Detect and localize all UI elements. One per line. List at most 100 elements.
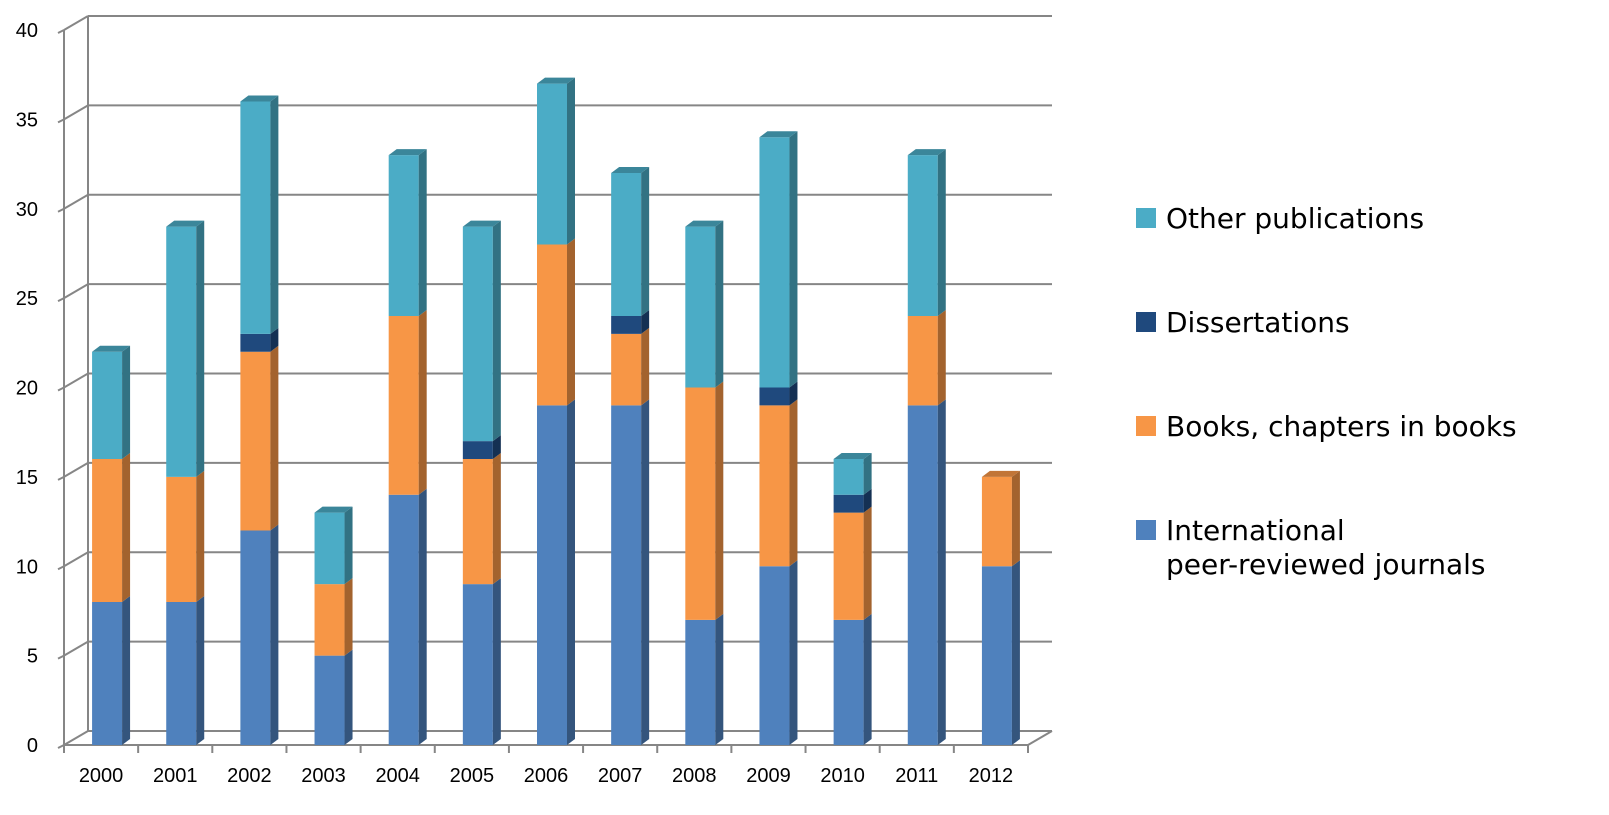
bar-segment	[462, 459, 493, 585]
y-tick-label: 20	[16, 378, 38, 400]
bar-stack	[92, 345, 131, 745]
gridline-wall-slant	[63, 551, 89, 568]
legend-item: Dissertations	[1136, 306, 1350, 339]
bar-top	[685, 220, 724, 227]
bar-segment-side	[418, 149, 427, 316]
bar-segment	[537, 83, 567, 245]
bar-top	[981, 470, 1020, 477]
y-tick-label: 30	[16, 199, 38, 221]
bar-segment-side	[715, 220, 724, 388]
x-tick-label: 2001	[153, 765, 198, 787]
x-tick-label: 2010	[820, 765, 865, 787]
bar-segment	[314, 655, 345, 745]
bar-segment-side	[863, 488, 872, 513]
bar-segment	[166, 226, 197, 477]
bar-segment	[611, 333, 642, 406]
bar-segment-side	[567, 77, 575, 245]
bar-segment-side	[122, 345, 131, 459]
bar-top	[759, 131, 798, 138]
bar-segment-side	[641, 167, 650, 316]
bar-segment	[240, 530, 271, 745]
bar-top	[833, 453, 872, 459]
bar-stack	[981, 470, 1020, 745]
bar-segment	[833, 619, 864, 745]
bar-segment	[240, 101, 271, 334]
bar-top	[92, 345, 131, 352]
bar-segment	[314, 512, 345, 585]
bar-segment	[907, 316, 938, 406]
bar-top	[611, 167, 650, 173]
bar-segment	[537, 405, 567, 745]
bar-stack	[166, 220, 205, 745]
bar-segment-side	[122, 453, 131, 602]
bar-stack	[907, 149, 946, 745]
bar-stack	[388, 149, 427, 745]
bar-top	[388, 149, 427, 156]
legend: Other publications Dissertations Books, ch…	[1136, 202, 1517, 581]
bar-segment-side	[344, 506, 353, 585]
bar-segment	[92, 351, 123, 459]
bar-segment	[907, 405, 938, 745]
bar-segment	[833, 459, 864, 495]
gridline-wall-slant	[63, 283, 89, 299]
bar-stack	[240, 95, 279, 745]
bar-segment	[462, 584, 493, 745]
bar-segment-side	[863, 613, 872, 745]
x-tick-label: 2011	[895, 765, 938, 787]
bar-segment-side	[492, 578, 501, 745]
bar-top	[314, 506, 353, 513]
bar-top	[462, 220, 501, 227]
legend-label: Dissertations	[1166, 306, 1350, 339]
bar-segment-side	[196, 470, 205, 602]
bar-segment	[166, 602, 197, 745]
bar-segment-side	[863, 506, 872, 620]
legend-item: Other publications	[1136, 202, 1424, 235]
legend-item: Books, chapters in books	[1136, 410, 1517, 443]
bar-segment-side	[567, 399, 575, 745]
bar-segment-side	[715, 613, 724, 745]
x-tick-label: 2006	[524, 765, 569, 787]
bar-segment	[759, 387, 790, 406]
bar-segment-side	[937, 310, 946, 406]
legend-swatch	[1136, 208, 1156, 228]
bar-segment-side	[418, 310, 427, 495]
bar-segment	[981, 566, 1012, 745]
legend-swatch	[1136, 520, 1156, 540]
bar-stack	[611, 167, 650, 745]
bar-segment	[388, 155, 419, 316]
bar-segment-side	[567, 238, 575, 406]
bar-top	[537, 77, 575, 84]
bar-segment	[685, 387, 716, 620]
bar-segment-side	[270, 345, 279, 531]
legend-label: Books, chapters in books	[1166, 410, 1517, 443]
x-tick-label: 2000	[79, 765, 124, 787]
bar-segment	[759, 566, 790, 745]
x-tick-label: 2008	[672, 765, 717, 787]
bar-segment-side	[270, 95, 279, 334]
floor-edge	[1027, 730, 1053, 746]
bar-segment-side	[196, 220, 205, 477]
bar-segment-side	[1011, 560, 1020, 745]
y-tick-label: 15	[16, 467, 38, 489]
legend-swatch	[1136, 312, 1156, 332]
y-tick-label: 0	[27, 735, 38, 757]
bar-segment-side	[492, 453, 501, 585]
y-tick-label: 35	[16, 109, 38, 131]
bar-segment-side	[196, 596, 205, 745]
bar-segment-side	[863, 453, 872, 495]
bar-segment	[388, 316, 419, 495]
gridline-wall-slant	[63, 15, 89, 31]
bar-segment-side	[789, 560, 798, 745]
x-tick-label: 2004	[375, 765, 420, 787]
bar-segment	[462, 441, 493, 459]
gridline-wall-slant	[63, 640, 89, 657]
gridline-wall-slant	[63, 372, 89, 389]
bar-segment	[833, 512, 864, 620]
bar-segment-side	[270, 327, 279, 352]
bar-segment	[462, 226, 493, 442]
x-tick-label: 2005	[450, 765, 495, 787]
bar-segment-side	[344, 649, 353, 745]
bar-segment-side	[789, 399, 798, 567]
bar-segment	[92, 459, 123, 602]
